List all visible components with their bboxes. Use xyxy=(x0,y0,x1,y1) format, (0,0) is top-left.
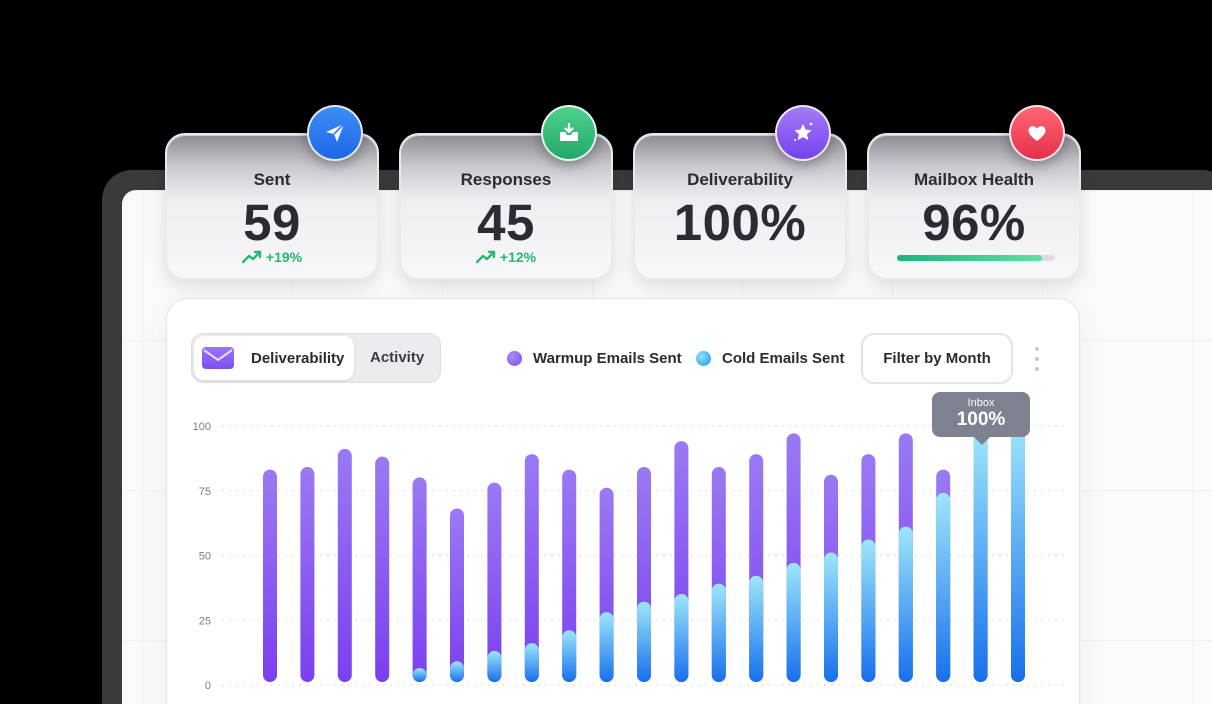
stat-change: +19% xyxy=(167,249,377,265)
star-icon xyxy=(775,105,831,161)
bar-warmup[interactable] xyxy=(412,477,427,682)
bar-warmup[interactable] xyxy=(487,482,502,682)
stat-value: 45 xyxy=(477,194,535,251)
bar-cold[interactable] xyxy=(524,643,539,682)
tab-deliverability[interactable]: Deliverability xyxy=(194,336,354,380)
legend-dot-warmup xyxy=(507,351,522,366)
legend-warmup: Warmup Emails Sent xyxy=(507,350,682,367)
bar-warmup[interactable] xyxy=(300,467,315,682)
bar-cold[interactable] xyxy=(824,552,838,683)
stat-value: 100% xyxy=(673,194,807,251)
tab-switcher: Deliverability Activity xyxy=(191,333,441,383)
tooltip-label: Inbox xyxy=(967,397,995,409)
trend-up-icon xyxy=(241,250,262,264)
tab-activity[interactable]: Activity xyxy=(370,349,425,366)
bar-cold[interactable] xyxy=(749,575,764,682)
paper-plane-icon xyxy=(307,105,363,161)
y-tick-label: 25 xyxy=(199,615,211,627)
y-tick-label: 50 xyxy=(199,551,211,563)
stat-value: 96% xyxy=(922,194,1026,251)
bar-cold[interactable] xyxy=(599,612,614,682)
stat-change: +12% xyxy=(401,249,611,265)
stat-change-value: +12% xyxy=(499,249,537,265)
bar-cold[interactable] xyxy=(786,562,801,682)
legend-cold: Cold Emails Sent xyxy=(696,350,845,367)
bar-cold[interactable] xyxy=(898,526,913,682)
trend-up-icon xyxy=(475,250,496,264)
tab-deliverability-label: Deliverability xyxy=(251,349,345,367)
deliverability-panel: Deliverability Activity Warmup Emails Se… xyxy=(166,298,1080,704)
bar-warmup[interactable] xyxy=(375,456,390,682)
bar-cold[interactable] xyxy=(450,661,464,682)
bar-cold[interactable] xyxy=(711,583,726,682)
health-progress-fill xyxy=(897,255,1043,261)
bar-cold[interactable] xyxy=(562,630,577,682)
bar-cold[interactable] xyxy=(412,668,427,682)
filter-by-month-button[interactable]: Filter by Month xyxy=(861,333,1013,384)
inbox-tooltip: Inbox 100% xyxy=(932,392,1030,445)
stat-card-responses: Responses 45 +12% xyxy=(399,133,613,280)
bar-cold[interactable] xyxy=(637,601,651,682)
y-tick-label: 100 xyxy=(193,421,211,433)
stat-label: Deliverability xyxy=(687,170,793,189)
bar-cold[interactable] xyxy=(674,593,689,682)
inbox-icon xyxy=(541,105,597,161)
heart-icon xyxy=(1009,105,1065,161)
legend-dot-cold xyxy=(696,351,711,366)
tooltip-value: 100% xyxy=(956,409,1006,430)
bar-cold[interactable] xyxy=(973,430,988,682)
legend-label: Cold Emails Sent xyxy=(722,350,845,367)
bar-cold[interactable] xyxy=(487,650,502,682)
bar-warmup[interactable] xyxy=(562,469,577,682)
bar-cold[interactable] xyxy=(936,492,951,682)
legend-label: Warmup Emails Sent xyxy=(533,350,682,367)
bar-warmup[interactable] xyxy=(450,508,464,682)
mail-icon xyxy=(202,347,234,369)
stat-label: Sent xyxy=(253,170,291,189)
stat-label: Responses xyxy=(460,170,552,189)
y-tick-label: 75 xyxy=(199,486,211,498)
stat-label: Mailbox Health xyxy=(914,170,1034,189)
more-options-icon[interactable] xyxy=(1033,347,1041,371)
y-tick-label: 0 xyxy=(205,680,211,692)
stat-change-value: +19% xyxy=(265,249,303,265)
bar-warmup[interactable] xyxy=(263,469,277,682)
bar-cold[interactable] xyxy=(1011,423,1025,682)
bar-cold[interactable] xyxy=(861,539,876,682)
stat-value: 59 xyxy=(243,194,301,251)
bar-warmup[interactable] xyxy=(524,454,539,682)
bar-warmup[interactable] xyxy=(337,448,352,682)
health-progress-bar xyxy=(897,255,1055,261)
